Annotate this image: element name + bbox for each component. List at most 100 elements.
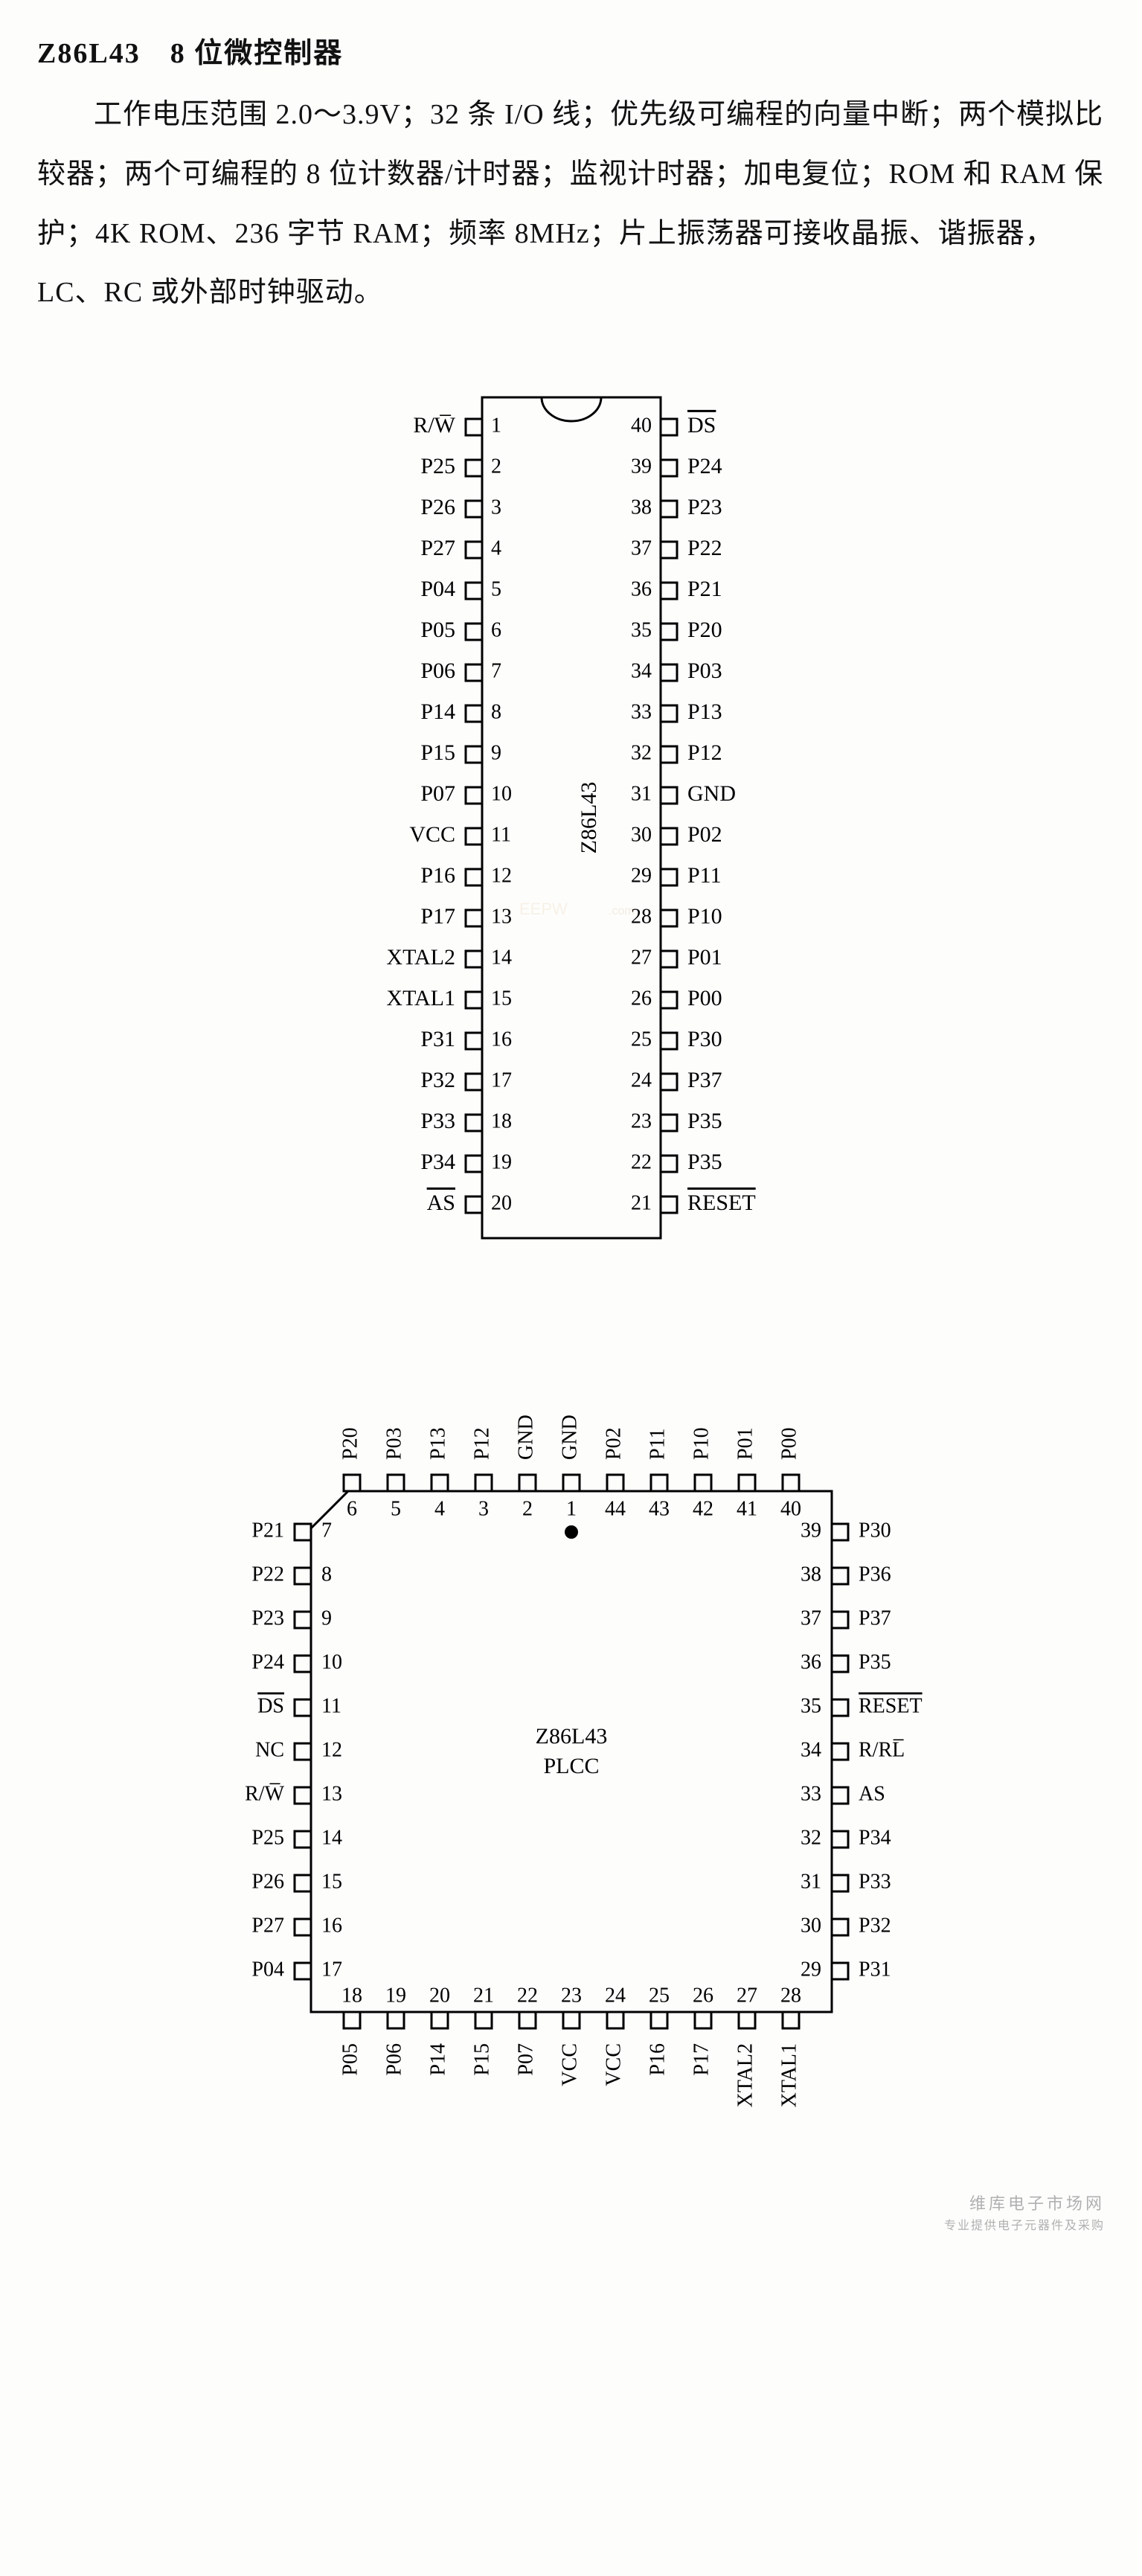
svg-text:18: 18 <box>491 1110 512 1133</box>
svg-text:14: 14 <box>491 946 512 970</box>
svg-text:NC: NC <box>255 1739 284 1762</box>
svg-text:20: 20 <box>491 1192 512 1215</box>
svg-text:P03: P03 <box>382 1428 405 1461</box>
svg-text:7: 7 <box>321 1519 332 1542</box>
svg-text:5: 5 <box>491 578 501 601</box>
svg-text:VCC: VCC <box>602 2043 625 2086</box>
svg-text:42: 42 <box>693 1498 713 1521</box>
svg-text:P30: P30 <box>687 1027 722 1051</box>
plcc-pinout-diagram: 6P205P034P133P122GND1GND44P0243P1142P104… <box>125 1320 1018 2176</box>
svg-text:Z86L43: Z86L43 <box>535 1724 607 1749</box>
svg-text:21: 21 <box>631 1192 652 1215</box>
svg-text:P17: P17 <box>420 904 455 929</box>
svg-text:32: 32 <box>631 742 652 765</box>
svg-text:39: 39 <box>801 1519 821 1542</box>
svg-text:29: 29 <box>801 1958 821 1981</box>
svg-text:P02: P02 <box>687 822 722 847</box>
svg-text:33: 33 <box>801 1783 821 1806</box>
svg-text:16: 16 <box>321 1915 342 1938</box>
svg-text:15: 15 <box>321 1871 342 1894</box>
svg-text:8: 8 <box>321 1563 332 1586</box>
svg-text:10: 10 <box>491 783 512 806</box>
watermark-icon: EEPW <box>519 900 568 918</box>
svg-text:VCC: VCC <box>558 2043 581 2086</box>
svg-text:P04: P04 <box>420 577 455 601</box>
svg-text:35: 35 <box>631 619 652 642</box>
svg-text:23: 23 <box>631 1110 652 1133</box>
svg-text:3: 3 <box>478 1498 489 1521</box>
svg-text:34: 34 <box>631 660 652 683</box>
svg-text:38: 38 <box>631 496 652 519</box>
svg-text:P06: P06 <box>420 659 455 683</box>
svg-text:P21: P21 <box>687 577 722 601</box>
svg-text:XTAL1: XTAL1 <box>777 2043 801 2107</box>
svg-text:37: 37 <box>801 1607 821 1630</box>
svg-text:P07: P07 <box>514 2043 537 2076</box>
svg-text:P33: P33 <box>859 1871 891 1894</box>
svg-text:7: 7 <box>491 660 501 683</box>
svg-text:P27: P27 <box>251 1915 284 1938</box>
svg-text:P03: P03 <box>687 659 722 683</box>
svg-text:19: 19 <box>385 1984 406 2008</box>
svg-text:40: 40 <box>631 414 652 438</box>
svg-text:P10: P10 <box>687 904 722 929</box>
svg-text:Z86L43: Z86L43 <box>576 782 600 854</box>
svg-text:P16: P16 <box>646 2043 669 2076</box>
svg-text:6: 6 <box>491 619 501 642</box>
svg-text:26: 26 <box>631 987 652 1010</box>
svg-text:5: 5 <box>391 1498 401 1521</box>
watermark-bottom: 维库电子市场网专业提供电子元器件及采购 <box>37 2191 1105 2234</box>
svg-text:9: 9 <box>491 742 501 765</box>
svg-text:P00: P00 <box>777 1428 801 1461</box>
svg-text:25: 25 <box>649 1984 670 2008</box>
description-text: 工作电压范围 2.0～3.9V；32 条 I/O 线；优先级可编程的向量中断；两… <box>37 86 1105 323</box>
svg-text:RESET: RESET <box>859 1695 923 1718</box>
svg-text:XTAL2: XTAL2 <box>386 945 455 970</box>
svg-text:P16: P16 <box>420 863 455 888</box>
svg-text:11: 11 <box>491 824 511 847</box>
svg-text:44: 44 <box>605 1498 626 1521</box>
svg-text:P07: P07 <box>420 781 455 806</box>
svg-text:31: 31 <box>801 1871 821 1894</box>
svg-text:10: 10 <box>321 1651 342 1674</box>
svg-text:P33: P33 <box>420 1109 455 1133</box>
svg-text:26: 26 <box>693 1984 713 2008</box>
svg-text:2: 2 <box>491 455 501 478</box>
svg-text:P26: P26 <box>420 495 455 519</box>
pin1-dot-icon <box>565 1525 578 1539</box>
svg-text:GND: GND <box>687 781 736 806</box>
svg-text:27: 27 <box>737 1984 757 2008</box>
svg-text:R/W̅: R/W̅ <box>245 1783 284 1806</box>
svg-text:GND: GND <box>558 1415 581 1461</box>
svg-text:P10: P10 <box>690 1428 713 1461</box>
svg-text:P35: P35 <box>687 1109 722 1133</box>
svg-text:P34: P34 <box>859 1827 891 1850</box>
svg-text:P12: P12 <box>470 1428 493 1461</box>
svg-text:P25: P25 <box>251 1827 284 1850</box>
svg-text:28: 28 <box>780 1984 801 2008</box>
svg-text:P23: P23 <box>251 1607 284 1630</box>
svg-text:P15: P15 <box>420 740 455 765</box>
svg-text:P11: P11 <box>687 863 722 888</box>
svg-text:P27: P27 <box>420 536 455 560</box>
svg-text:3: 3 <box>491 496 501 519</box>
svg-text:33: 33 <box>631 701 652 724</box>
svg-text:16: 16 <box>491 1028 512 1051</box>
svg-text:RESET: RESET <box>687 1191 756 1215</box>
svg-text:39: 39 <box>631 455 652 478</box>
svg-text:27: 27 <box>631 946 652 970</box>
svg-text:37: 37 <box>631 537 652 560</box>
svg-text:P25: P25 <box>420 454 455 478</box>
svg-text:11: 11 <box>321 1695 341 1718</box>
svg-text:21: 21 <box>473 1984 494 2008</box>
svg-text:P34: P34 <box>420 1150 455 1174</box>
svg-text:P37: P37 <box>687 1068 722 1092</box>
svg-text:31: 31 <box>631 783 652 806</box>
svg-text:35: 35 <box>801 1695 821 1718</box>
svg-text:9: 9 <box>321 1607 332 1630</box>
svg-text:4: 4 <box>491 537 501 560</box>
svg-text:1: 1 <box>566 1498 577 1521</box>
svg-text:24: 24 <box>605 1984 626 2008</box>
svg-text:22: 22 <box>631 1151 652 1174</box>
svg-text:P15: P15 <box>470 2043 493 2076</box>
